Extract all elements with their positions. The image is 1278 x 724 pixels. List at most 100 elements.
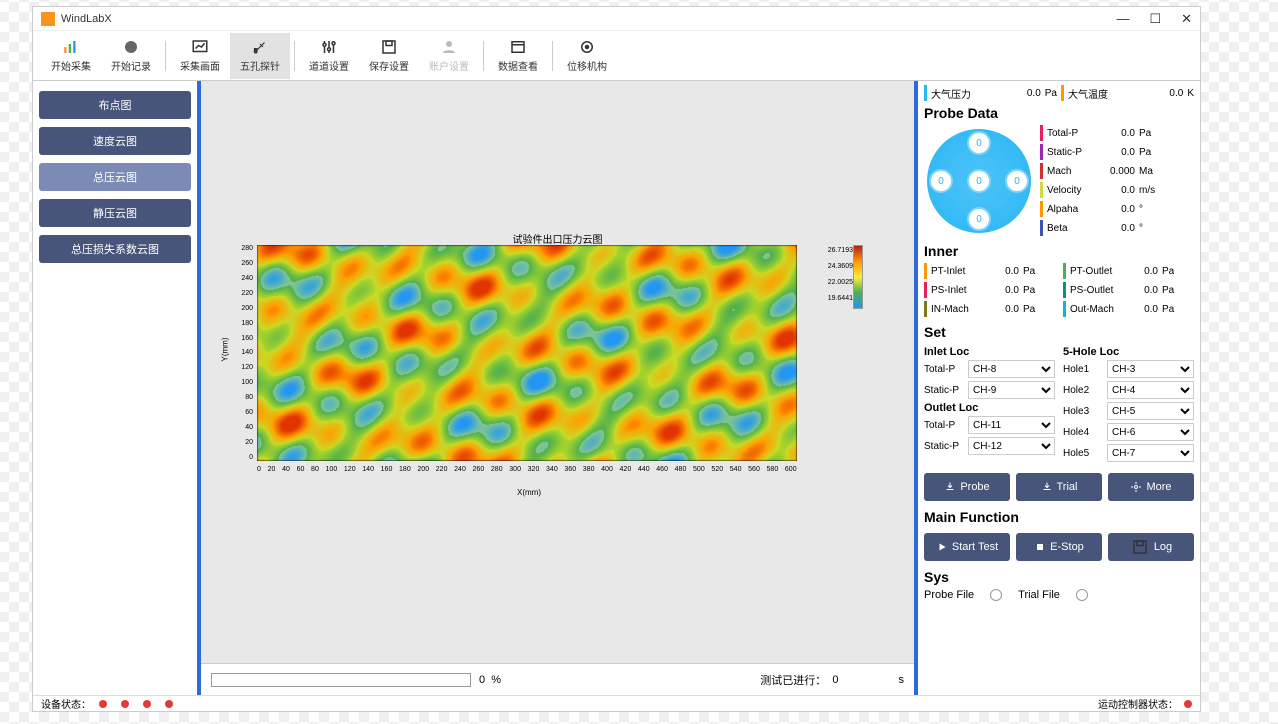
btn-trial[interactable]: Trial [1016,473,1102,501]
toolbar-save[interactable]: 保存设置 [359,33,419,79]
user-icon [439,38,459,56]
set-Hole3: Hole3CH-5 [1063,402,1194,420]
toolbar-circle[interactable]: 开始记录 [101,33,161,79]
select-Hole2[interactable]: CH-4 [1107,381,1194,399]
hole-left: 0 [929,169,953,193]
toolbar-user[interactable]: 账户设置 [419,33,479,79]
trial-file-label: Trial File [1018,589,1060,601]
inner-title: Inner [924,243,1194,259]
set-title: Set [924,324,1194,340]
btn-e-stop[interactable]: E-Stop [1016,533,1102,561]
select-Total-P[interactable]: CH-8 [968,360,1055,378]
row-PT-Inlet: PT-Inlet0.0Pa [924,263,1055,279]
metric-大气压力: 大气压力0.0Pa [924,85,1057,101]
target-icon [577,38,597,56]
set-Total-P: Total-PCH-8 [924,360,1055,378]
btn-log[interactable]: Log [1108,533,1194,561]
probe-circle: 0 0 0 0 0 [927,129,1031,233]
main-function-title: Main Function [924,509,1194,525]
row-Mach: Mach0.000Ma [1040,163,1194,179]
row-Out-Mach: Out-Mach0.0Pa [1063,301,1194,317]
select-Hole5[interactable]: CH-7 [1107,444,1194,462]
app-title: WindLabX [61,13,112,25]
circle-icon [121,38,141,56]
status-dot [143,700,151,708]
row-PS-Outlet: PS-Outlet0.0Pa [1063,282,1194,298]
status-dot [165,700,173,708]
window-icon [508,38,528,56]
toolbar-probe[interactable]: 5五孔探针 [230,33,290,79]
toolbar-sliders[interactable]: 道道设置 [299,33,359,79]
colorbar-labels: 26.719324.360922.002519.6441 [828,243,853,307]
fivehole-loc-label: 5-Hole Loc [1063,346,1194,358]
nav-总压云图[interactable]: 总压云图 [39,163,191,191]
sys-title: Sys [924,569,1194,585]
trial-file-radio[interactable] [1076,589,1088,601]
nav-布点图[interactable]: 布点图 [39,91,191,119]
left-nav: 布点图速度云图总压云图静压云图总压损失系数云图 [33,81,197,695]
progress-bar [211,673,471,687]
maximize-button[interactable]: ☐ [1149,11,1161,27]
btn-start-test[interactable]: Start Test [924,533,1010,561]
toolbar-bars[interactable]: 开始采集 [41,33,101,79]
close-button[interactable]: ✕ [1181,11,1192,27]
select-Hole4[interactable]: CH-6 [1107,423,1194,441]
titlebar: WindLabX — ☐ ✕ [33,7,1200,31]
status-dot [99,700,107,708]
nav-静压云图[interactable]: 静压云图 [39,199,191,227]
test-value: 0 [832,674,838,686]
btn-probe[interactable]: Probe [924,473,1010,501]
test-label: 测试已进行： [760,672,826,688]
bottom-bar: 0 % 测试已进行： 0 s [201,663,914,695]
hole-bottom: 0 [967,207,991,231]
device-status-label: 设备状态： [41,696,91,711]
probe-file-radio[interactable] [990,589,1002,601]
status-dot [121,700,129,708]
controller-status-label: 运动控制器状态： [1098,696,1178,711]
outlet-loc-label: Outlet Loc [924,402,1055,414]
progress-value: 0 [479,674,485,686]
row-Beta: Beta0.0° [1040,220,1194,236]
pressure-chart: Y(mm) X(mm) 0204060801001201401601802002… [257,245,797,461]
y-ticks: 020406080100120140160180200220240260280 [237,245,253,461]
bars-icon [61,38,81,56]
row-IN-Mach: IN-Mach0.0Pa [924,301,1055,317]
select-Static-P[interactable]: CH-9 [968,381,1055,399]
row-Total-P: Total-P0.0Pa [1040,125,1194,141]
row-Alpaha: Alpaha0.0° [1040,201,1194,217]
nav-总压损失系数云图[interactable]: 总压损失系数云图 [39,235,191,263]
x-axis-label: X(mm) [517,488,541,497]
set-Hole1: Hole1CH-3 [1063,360,1194,378]
controller-status-dot [1184,700,1192,708]
select-Total-P[interactable]: CH-11 [968,416,1055,434]
hole-right: 0 [1005,169,1029,193]
set-Total-P: Total-PCH-11 [924,416,1055,434]
nav-速度云图[interactable]: 速度云图 [39,127,191,155]
row-Velocity: Velocity0.0m/s [1040,182,1194,198]
row-PT-Outlet: PT-Outlet0.0Pa [1063,263,1194,279]
select-Hole3[interactable]: CH-5 [1107,402,1194,420]
set-Static-P: Static-PCH-9 [924,381,1055,399]
toolbar-window[interactable]: 数据查看 [488,33,548,79]
select-Static-P[interactable]: CH-12 [968,437,1055,455]
y-axis-label: Y(mm) [221,338,230,362]
select-Hole1[interactable]: CH-3 [1107,360,1194,378]
set-Hole4: Hole4CH-6 [1063,423,1194,441]
toolbar-chart[interactable]: 采集画面 [170,33,230,79]
minimize-button[interactable]: — [1116,11,1129,27]
app-logo-icon [41,12,55,26]
save-icon [379,38,399,56]
metric-大气温度: 大气温度0.0K [1061,85,1194,101]
row-PS-Inlet: PS-Inlet0.0Pa [924,282,1055,298]
probe-data-title: Probe Data [924,105,1194,121]
chart-title: 试验件出口压力云图 [201,81,914,246]
test-unit: s [899,674,905,686]
progress-unit: % [491,674,501,686]
probe-file-label: Probe File [924,589,974,601]
set-Static-P: Static-PCH-12 [924,437,1055,455]
row-Static-P: Static-P0.0Pa [1040,144,1194,160]
toolbar-target[interactable]: 位移机构 [557,33,617,79]
hole-center: 0 [967,169,991,193]
btn-more[interactable]: More [1108,473,1194,501]
sliders-icon [319,38,339,56]
